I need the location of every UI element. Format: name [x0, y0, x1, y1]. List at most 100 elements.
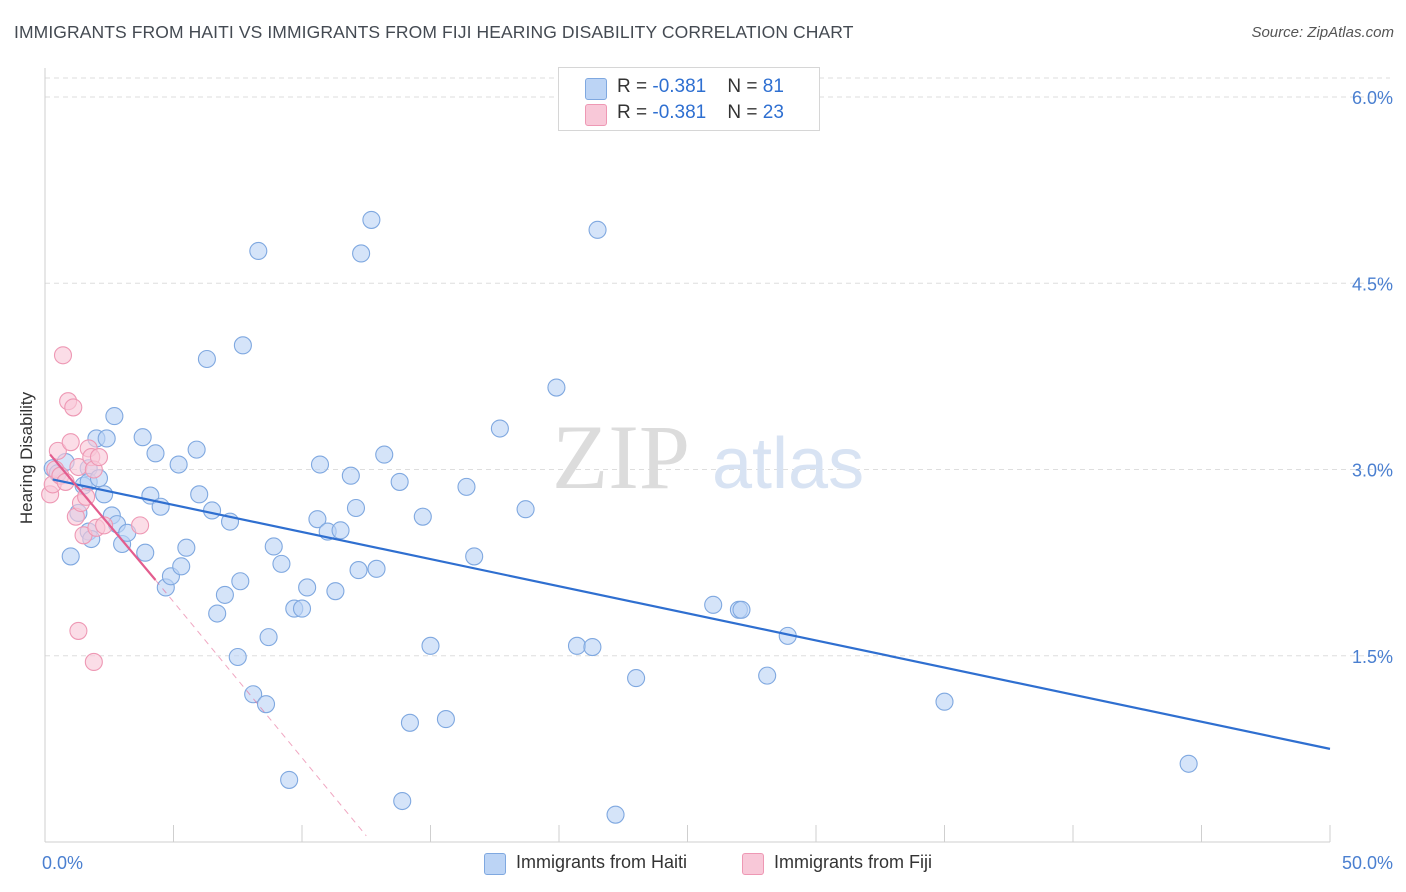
- y-tick-label-0: 1.5%: [1352, 647, 1393, 667]
- haiti-point-66: [436, 710, 455, 729]
- haiti-point-59: [367, 559, 386, 578]
- source-credit: Source: ZipAtlas.com: [1251, 24, 1394, 41]
- y-tick-label-3: 6.0%: [1352, 88, 1393, 108]
- fiji-n-value: 23: [762, 102, 784, 123]
- haiti-point-80: [758, 666, 777, 685]
- haiti-point-27: [172, 557, 191, 576]
- haiti-point-53: [331, 521, 350, 540]
- haiti-r-value: -0.381: [652, 76, 707, 97]
- haiti-point-49: [308, 510, 327, 529]
- y-tick-label-1: 3.0%: [1352, 461, 1393, 481]
- haiti-point-37: [231, 572, 250, 591]
- haiti-point-73: [583, 638, 602, 657]
- haiti-point-82: [935, 692, 954, 711]
- haiti-points: [43, 210, 1198, 824]
- haiti-point-48: [298, 578, 317, 597]
- haiti-n-value: 81: [762, 76, 784, 97]
- haiti-point-29: [187, 440, 206, 459]
- haiti-point-83: [1179, 754, 1198, 773]
- haiti-point-57: [352, 244, 371, 263]
- watermark-zip: ZIP: [552, 406, 690, 508]
- haiti-point-19: [133, 428, 152, 447]
- haiti-point-64: [413, 507, 432, 526]
- haiti-point-74: [588, 220, 607, 239]
- haiti-point-41: [256, 695, 276, 714]
- haiti-point-71: [547, 378, 566, 397]
- fiji-point-22: [84, 652, 103, 672]
- haiti-point-22: [146, 444, 165, 463]
- fiji-point-9: [64, 398, 83, 417]
- haiti-point-75: [606, 805, 625, 824]
- haiti-point-56: [349, 561, 368, 580]
- fiji-trend-line: [49, 453, 157, 581]
- haiti-point-54: [341, 466, 360, 485]
- haiti-point-50: [310, 455, 330, 474]
- legend-fiji-swatch: [742, 853, 764, 875]
- haiti-point-76: [627, 669, 646, 688]
- haiti-point-31: [197, 349, 216, 369]
- tick-labels: 1.5% 3.0% 4.5% 6.0% 0.0% 50.0%: [42, 88, 1393, 873]
- fiji-swatch: [585, 104, 607, 126]
- haiti-point-30: [190, 485, 209, 504]
- fiji-point-21: [69, 621, 88, 640]
- fiji-point-20: [95, 516, 114, 535]
- haiti-point-28: [177, 538, 196, 557]
- x-tick-label-min: 0.0%: [42, 853, 83, 873]
- axes: [44, 68, 1331, 843]
- haiti-point-77: [704, 595, 723, 614]
- fiji-point-8: [61, 433, 80, 452]
- fiji-point-23: [131, 516, 150, 535]
- haiti-n-label: N =: [727, 76, 763, 97]
- fiji-r-label: R =: [617, 102, 653, 123]
- haiti-point-65: [421, 636, 440, 655]
- chart-title: IMMIGRANTS FROM HAITI VS IMMIGRANTS FROM…: [14, 22, 854, 42]
- fiji-point-5: [53, 346, 73, 365]
- haiti-point-13: [97, 429, 116, 448]
- fiji-n-label: N =: [727, 102, 763, 123]
- haiti-point-32: [203, 501, 222, 520]
- haiti-point-67: [457, 477, 476, 496]
- legend-haiti-label: Immigrants from Haiti: [516, 852, 688, 872]
- haiti-point-68: [465, 547, 484, 566]
- haiti-point-70: [516, 500, 535, 519]
- haiti-point-69: [490, 419, 509, 438]
- haiti-point-43: [264, 537, 283, 556]
- haiti-point-58: [362, 210, 381, 229]
- haiti-point-61: [390, 472, 409, 491]
- fiji-r-value: -0.381: [652, 102, 707, 123]
- y-tick-label-2: 4.5%: [1352, 274, 1393, 294]
- haiti-point-52: [326, 582, 345, 601]
- haiti-point-55: [346, 498, 366, 518]
- haiti-point-38: [233, 336, 252, 355]
- legend-haiti-swatch: [484, 853, 506, 875]
- x-tick-label-max: 50.0%: [1342, 853, 1393, 873]
- fiji-trend-extension: [155, 579, 367, 837]
- haiti-point-47: [292, 599, 312, 618]
- haiti-point-60: [375, 445, 394, 464]
- haiti-point-39: [244, 685, 263, 704]
- stats-legend: R = -0.381 N = 81 R = -0.381 N = 23: [558, 67, 820, 131]
- legend-fiji-label: Immigrants from Fiji: [774, 852, 933, 872]
- haiti-point-3: [61, 547, 80, 566]
- haiti-point-36: [228, 647, 247, 667]
- fiji-point-3: [48, 441, 67, 460]
- fiji-point-19: [89, 448, 109, 467]
- haiti-point-33: [208, 604, 227, 623]
- haiti-point-72: [567, 636, 587, 655]
- watermark-atlas: atlas: [712, 424, 864, 504]
- haiti-trend-line: [52, 478, 1331, 750]
- haiti-point-45: [280, 770, 299, 789]
- haiti-point-34: [215, 585, 234, 604]
- haiti-point-26: [169, 455, 188, 474]
- haiti-point-62: [393, 791, 412, 811]
- haiti-point-63: [400, 713, 419, 732]
- trend-lines: [49, 453, 1331, 837]
- haiti-point-40: [249, 241, 268, 261]
- watermark: ZIP atlas: [552, 406, 864, 508]
- gridlines: [45, 77, 1390, 657]
- haiti-point-20: [136, 543, 155, 562]
- haiti-swatch: [585, 78, 607, 100]
- haiti-point-79: [732, 600, 751, 619]
- haiti-point-42: [259, 628, 278, 647]
